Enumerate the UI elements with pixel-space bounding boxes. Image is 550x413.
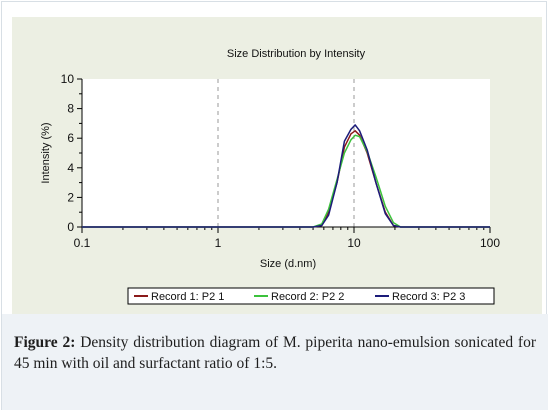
x-axis-label: Size (d.nm) <box>260 258 316 270</box>
legend-entry: Record 2: P2 2 <box>271 291 344 303</box>
plot-area <box>82 79 490 227</box>
figure-caption: Figure 2: Density distribution diagram o… <box>14 332 536 374</box>
legend-entry: Record 3: P2 3 <box>392 291 465 303</box>
x-tick-label: 0.1 <box>74 236 91 250</box>
series-line-2 <box>82 134 490 228</box>
caption-text: Density distribution diagram of M. piper… <box>14 334 536 372</box>
y-tick-label: 0 <box>67 220 74 234</box>
y-tick-label: 8 <box>67 102 74 116</box>
series-line-3 <box>82 124 490 228</box>
x-tick-label: 10 <box>347 236 361 250</box>
legend-entry: Record 1: P2 1 <box>151 291 224 303</box>
y-tick-label: 10 <box>61 72 75 86</box>
y-axis-label: Intensity (%) <box>40 122 52 183</box>
caption-area: Figure 2: Density distribution diagram o… <box>2 314 548 410</box>
x-tick-label: 1 <box>215 236 222 250</box>
y-tick-label: 2 <box>67 190 74 204</box>
y-tick-label: 4 <box>67 161 74 175</box>
legend-box <box>127 287 495 305</box>
chart-panel: 0.1 1 10 100 0 2 4 6 8 10 Size Distribution by Int… <box>12 17 542 314</box>
x-tick-label: 100 <box>480 236 500 250</box>
chart-title: Size Distribution by Intensity <box>227 48 366 60</box>
y-tick-label: 6 <box>67 131 74 145</box>
caption-label: Figure 2: <box>14 334 76 351</box>
size-distribution-chart: 0.1 1 10 100 0 2 4 6 8 10 Size Distribution by Int… <box>40 48 500 305</box>
